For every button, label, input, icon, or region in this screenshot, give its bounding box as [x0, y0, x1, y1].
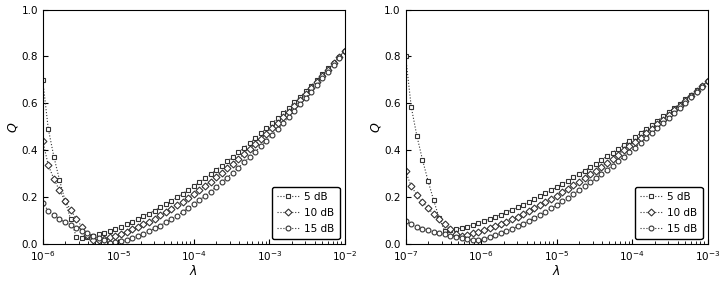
10 dB — [117, 232, 126, 235]
15 dB — [703, 79, 712, 83]
5 dB — [312, 78, 321, 82]
Line: 10 dB: 10 dB — [403, 79, 710, 238]
15 dB — [519, 222, 528, 225]
Y-axis label: Q: Q — [6, 122, 19, 132]
5 dB — [78, 236, 86, 239]
Y-axis label: Q: Q — [369, 122, 381, 132]
15 dB — [468, 239, 477, 242]
10 dB — [457, 234, 466, 237]
10 dB — [703, 79, 712, 83]
15 dB — [401, 219, 410, 222]
15 dB — [156, 224, 165, 227]
10 dB — [312, 80, 321, 84]
X-axis label: λ: λ — [190, 266, 197, 278]
15 dB — [312, 83, 321, 87]
15 dB — [340, 49, 349, 52]
Line: 5 dB: 5 dB — [403, 54, 710, 233]
15 dB — [480, 237, 489, 241]
5 dB — [100, 231, 109, 234]
10 dB — [38, 139, 47, 143]
10 dB — [72, 217, 81, 220]
5 dB — [156, 206, 165, 209]
Legend: 5 dB, 10 dB, 15 dB: 5 dB, 10 dB, 15 dB — [635, 187, 703, 239]
10 dB — [335, 55, 343, 59]
5 dB — [441, 229, 449, 233]
15 dB — [457, 236, 466, 240]
10 dB — [462, 233, 471, 236]
Line: 15 dB: 15 dB — [403, 79, 710, 243]
10 dB — [89, 239, 97, 242]
10 dB — [435, 218, 444, 221]
Line: 5 dB: 5 dB — [40, 48, 347, 240]
Legend: 5 dB, 10 dB, 15 dB: 5 dB, 10 dB, 15 dB — [272, 187, 340, 239]
5 dB — [38, 78, 47, 82]
5 dB — [435, 216, 444, 220]
15 dB — [698, 85, 706, 88]
15 dB — [38, 201, 47, 205]
10 dB — [480, 228, 489, 232]
5 dB — [698, 84, 706, 87]
5 dB — [480, 220, 489, 223]
15 dB — [105, 241, 114, 244]
5 dB — [335, 55, 343, 58]
5 dB — [675, 102, 684, 105]
5 dB — [117, 225, 126, 228]
10 dB — [519, 212, 528, 216]
15 dB — [675, 106, 684, 110]
10 dB — [698, 84, 706, 88]
5 dB — [519, 203, 528, 206]
15 dB — [117, 240, 126, 243]
5 dB — [72, 235, 81, 239]
10 dB — [156, 214, 165, 217]
5 dB — [703, 79, 712, 83]
10 dB — [401, 170, 410, 173]
X-axis label: λ: λ — [553, 266, 560, 278]
5 dB — [462, 225, 471, 228]
15 dB — [335, 56, 343, 59]
10 dB — [675, 104, 684, 107]
Line: 10 dB: 10 dB — [40, 48, 347, 243]
15 dB — [435, 231, 444, 235]
10 dB — [340, 49, 349, 52]
5 dB — [340, 49, 349, 52]
5 dB — [401, 55, 410, 58]
10 dB — [100, 237, 109, 241]
15 dB — [72, 226, 81, 230]
15 dB — [94, 236, 103, 240]
Line: 15 dB: 15 dB — [40, 48, 347, 245]
